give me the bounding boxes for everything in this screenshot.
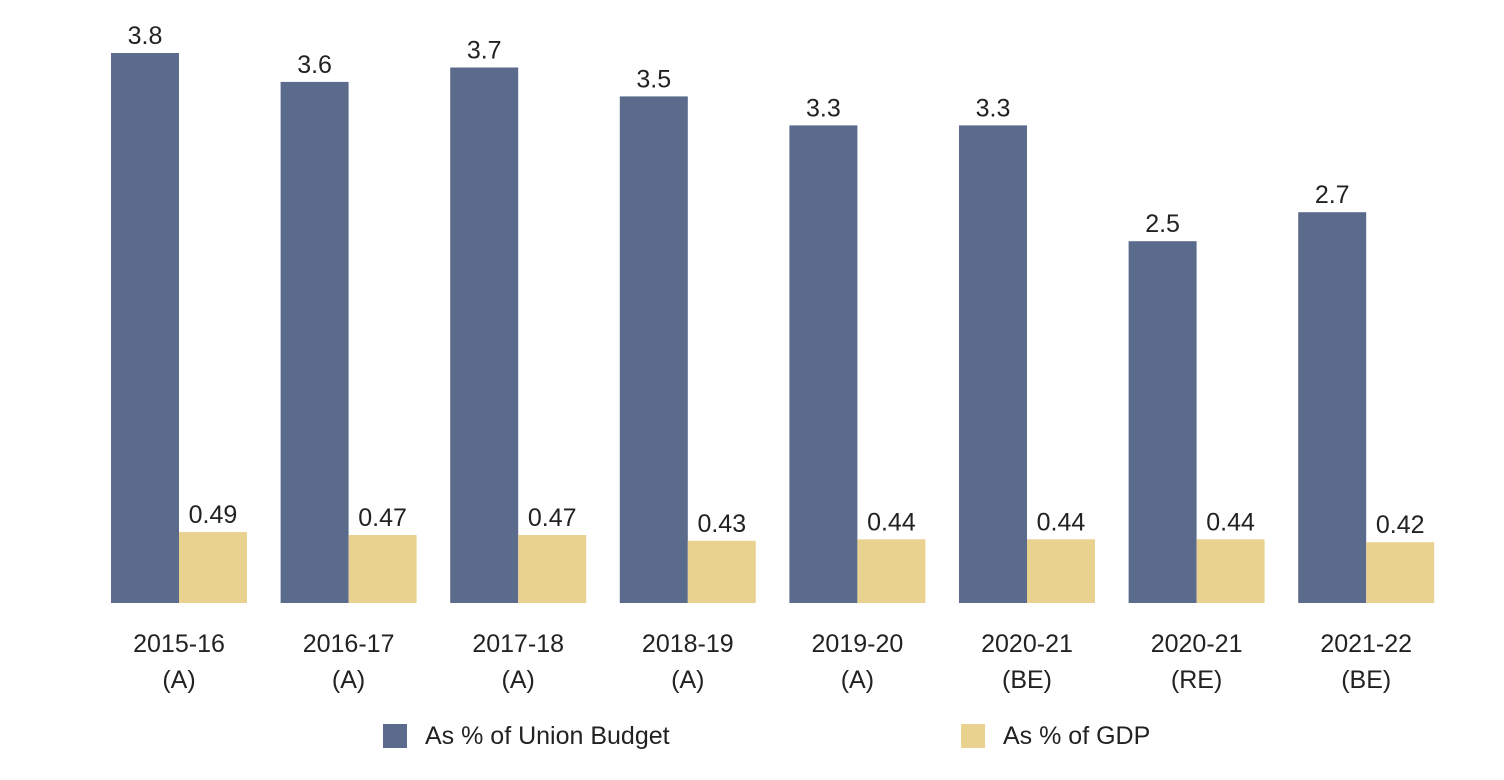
data-label-as-of-gdp-7: 0.42 xyxy=(1376,511,1425,539)
x-tick-label-4-line-1: (A) xyxy=(841,666,874,694)
x-tick-label-0-line-0: 2015-16 xyxy=(133,630,225,658)
bar-as-of-union-budget-4 xyxy=(789,125,858,604)
x-tick-label-7-line-0: 2021-22 xyxy=(1320,630,1412,658)
bar-as-of-union-budget-7 xyxy=(1298,212,1367,603)
data-label-as-of-union-budget-6: 2.5 xyxy=(1145,210,1180,238)
legend-label-union-budget: As % of Union Budget xyxy=(425,721,670,750)
data-label-as-of-union-budget-1: 3.6 xyxy=(297,51,332,79)
data-label-as-of-gdp-3: 0.43 xyxy=(697,510,746,538)
bar-as-of-gdp-5 xyxy=(1027,539,1095,603)
legend-swatch-gdp xyxy=(961,724,985,748)
x-tick-label-6-line-0: 2020-21 xyxy=(1151,630,1243,658)
x-tick-label-0-line-1: (A) xyxy=(162,666,195,694)
bar-as-of-gdp-3 xyxy=(687,540,756,603)
legend-item-union-budget: As % of Union Budget xyxy=(383,716,670,756)
x-tick-label-4-line-0: 2019-20 xyxy=(812,630,904,658)
data-label-as-of-gdp-4: 0.44 xyxy=(867,508,916,536)
x-tick-label-5-line-0: 2020-21 xyxy=(981,630,1073,658)
x-tick-label-5-line-1: (BE) xyxy=(1002,666,1052,694)
bar-as-of-gdp-7 xyxy=(1366,542,1435,603)
data-label-as-of-union-budget-5: 3.3 xyxy=(976,94,1011,122)
bar-as-of-union-budget-3 xyxy=(619,96,688,604)
x-tick-label-1-line-0: 2016-17 xyxy=(303,630,395,658)
bar-as-of-gdp-2 xyxy=(518,535,587,603)
bar-as-of-union-budget-6 xyxy=(1128,241,1197,603)
bar-as-of-gdp-1 xyxy=(348,535,417,603)
x-tick-label-2-line-0: 2017-18 xyxy=(472,630,564,658)
data-label-as-of-gdp-1: 0.47 xyxy=(358,504,407,532)
x-tick-label-6-line-1: (RE) xyxy=(1171,666,1222,694)
data-label-as-of-gdp-0: 0.49 xyxy=(189,501,238,529)
legend-label-gdp: As % of GDP xyxy=(1003,721,1151,750)
bar-as-of-gdp-4 xyxy=(857,539,926,603)
x-tick-label-3-line-1: (A) xyxy=(671,666,704,694)
data-label-as-of-gdp-5: 0.44 xyxy=(1037,508,1086,536)
data-label-as-of-union-budget-0: 3.8 xyxy=(128,22,163,50)
bar-as-of-union-budget-2 xyxy=(450,67,519,603)
data-label-as-of-gdp-2: 0.47 xyxy=(528,504,577,532)
bar-as-of-union-budget-5 xyxy=(959,125,1027,604)
data-label-as-of-union-budget-3: 3.5 xyxy=(636,65,671,93)
legend-item-gdp: As % of GDP xyxy=(961,716,1150,756)
data-label-as-of-union-budget-7: 2.7 xyxy=(1315,181,1350,209)
x-tick-label-1-line-1: (A) xyxy=(332,666,365,694)
bar-as-of-gdp-6 xyxy=(1196,539,1265,603)
chart-legend: As % of Union Budget As % of GDP xyxy=(0,716,1504,756)
bar-as-of-union-budget-1 xyxy=(280,81,349,603)
data-label-as-of-union-budget-2: 3.7 xyxy=(467,37,502,65)
bar-chart: 3.8 0.49 2015-16 (A) 3.6 0.47 2016-17 (A) 3.7 0.4… xyxy=(111,22,1435,694)
x-tick-label-3-line-0: 2018-19 xyxy=(642,630,734,658)
x-tick-label-7-line-1: (BE) xyxy=(1341,666,1391,694)
data-label-as-of-gdp-6: 0.44 xyxy=(1206,508,1255,536)
x-tick-label-2-line-1: (A) xyxy=(502,666,535,694)
legend-swatch-union-budget xyxy=(383,724,407,748)
bar-as-of-gdp-0 xyxy=(179,532,247,603)
data-label-as-of-union-budget-4: 3.3 xyxy=(806,94,841,122)
bar-as-of-union-budget-0 xyxy=(111,53,179,603)
